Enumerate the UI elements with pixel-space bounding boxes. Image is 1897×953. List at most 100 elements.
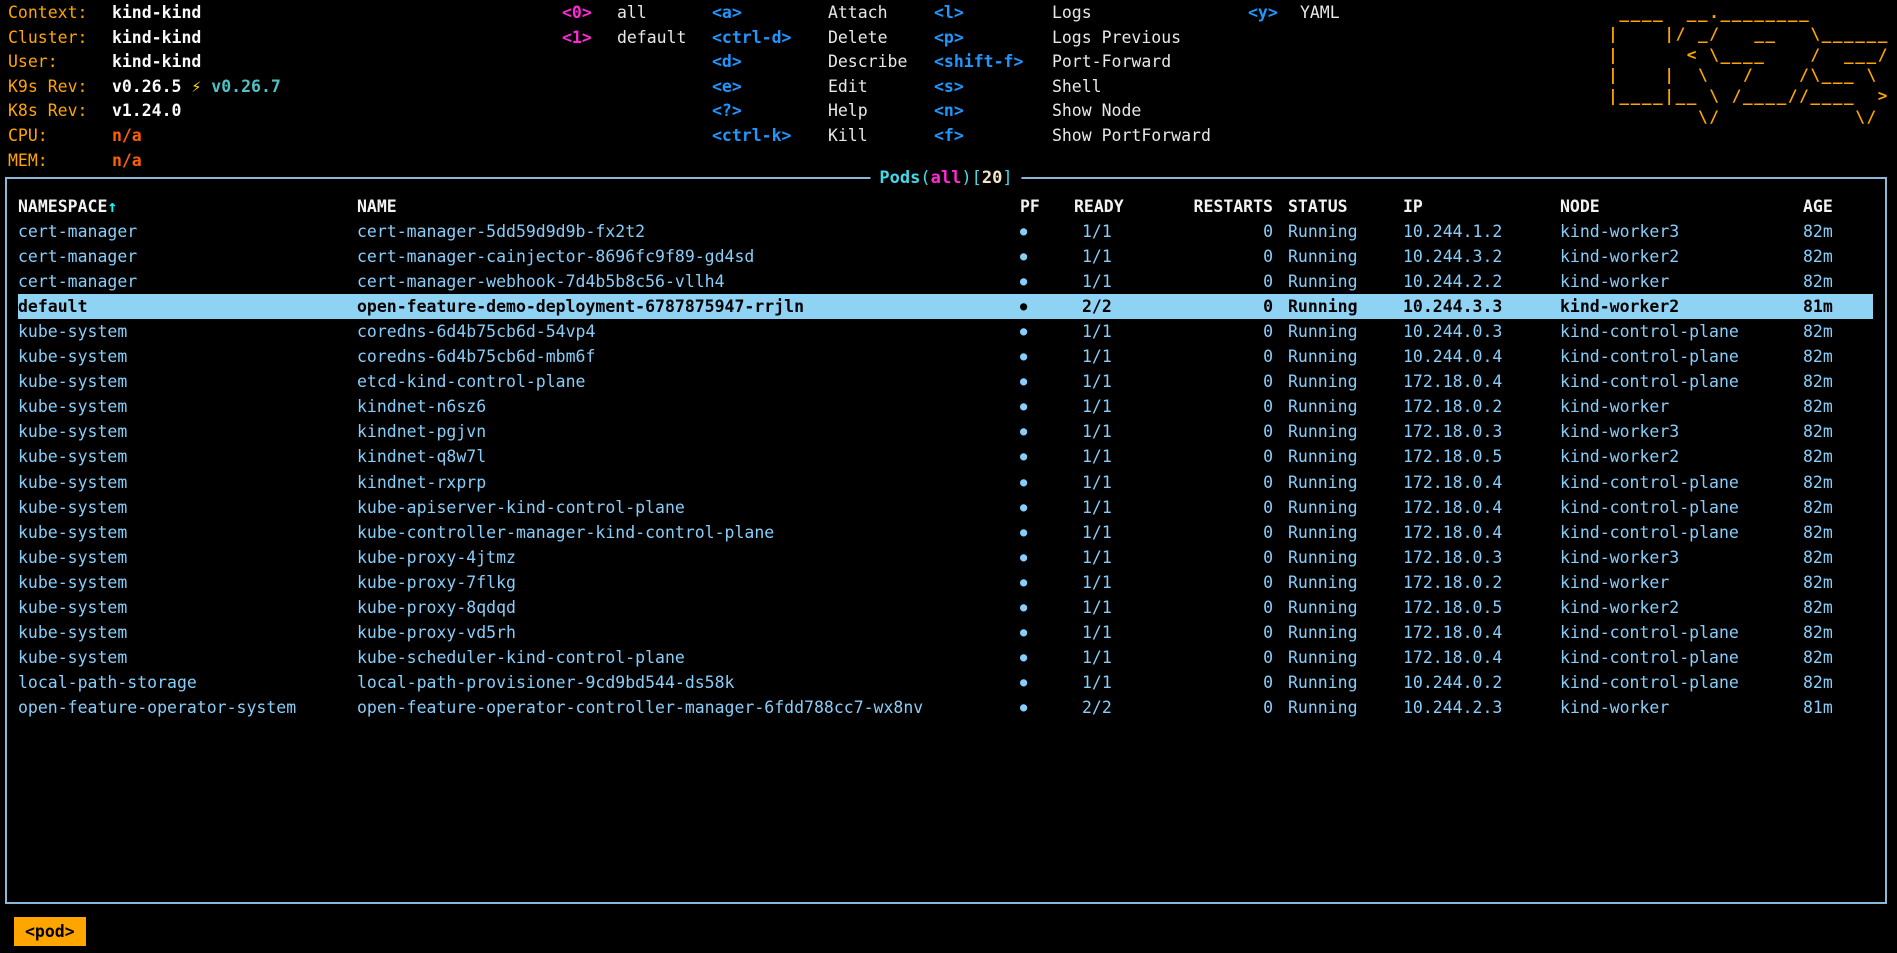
table-row[interactable]: kube-system kindnet-q8w7l ● 1/1 0 Runnin… bbox=[18, 444, 1873, 469]
cell-status: Running bbox=[1288, 272, 1358, 292]
action-hotkey-item: <ctrl-k> Kill bbox=[712, 124, 907, 149]
hotkey-label: Kill bbox=[827, 125, 868, 145]
cell-ip: 172.18.0.4 bbox=[1403, 647, 1503, 667]
port-forward-dot-icon: ● bbox=[1020, 699, 1028, 714]
table-row[interactable]: open-feature-operator-system open-featur… bbox=[18, 695, 1873, 720]
action-hotkey-item: <p> Logs Previous bbox=[934, 26, 1211, 51]
cell-ip: 172.18.0.4 bbox=[1403, 372, 1503, 392]
cell-status: Running bbox=[1288, 522, 1358, 542]
table-row[interactable]: cert-manager cert-manager-cainjector-869… bbox=[18, 244, 1873, 269]
pods-table: Pods(all)[20] NAMESPACE↑ NAME PF READY R… bbox=[5, 165, 1887, 904]
cell-restarts: 0 bbox=[1263, 522, 1273, 542]
table-row[interactable]: cert-manager cert-manager-webhook-7d4b5b… bbox=[18, 269, 1873, 294]
column-header-ip[interactable]: IP bbox=[1403, 197, 1423, 216]
table-title-bracket-close: ] bbox=[1002, 168, 1013, 188]
cell-restarts: 0 bbox=[1263, 422, 1273, 442]
cell-ready: 1/1 bbox=[1082, 372, 1112, 392]
cell-ip: 172.18.0.4 bbox=[1403, 622, 1503, 642]
cell-name: kube-proxy-vd5rh bbox=[357, 622, 516, 642]
cell-status: Running bbox=[1288, 497, 1358, 517]
cell-name: kindnet-rxprp bbox=[357, 472, 487, 492]
info-value: kind-kind bbox=[111, 3, 202, 22]
cell-name: cert-manager-5dd59d9d9b-fx2t2 bbox=[357, 222, 646, 242]
hotkey-label: Logs Previous bbox=[1051, 27, 1182, 47]
table-row[interactable]: kube-system kindnet-rxprp ● 1/1 0 Runnin… bbox=[18, 470, 1873, 495]
table-row[interactable]: kube-system kube-proxy-vd5rh ● 1/1 0 Run… bbox=[18, 620, 1873, 645]
cell-age: 82m bbox=[1803, 622, 1833, 642]
hotkey-key: <s> bbox=[934, 76, 964, 96]
hotkey-label: Show PortForward bbox=[1051, 125, 1211, 145]
breadcrumb-pod[interactable]: <pod> bbox=[14, 917, 86, 946]
column-header-pf[interactable]: PF bbox=[1020, 197, 1040, 216]
hotkey-key: <f> bbox=[934, 125, 964, 145]
cell-node: kind-worker3 bbox=[1560, 422, 1680, 442]
cell-status: Running bbox=[1288, 397, 1358, 417]
table-row[interactable]: cert-manager cert-manager-5dd59d9d9b-fx2… bbox=[18, 219, 1873, 244]
table-row[interactable]: kube-system kube-proxy-8qdqd ● 1/1 0 Run… bbox=[18, 595, 1873, 620]
table-row[interactable]: kube-system kube-proxy-7flkg ● 1/1 0 Run… bbox=[18, 570, 1873, 595]
column-header-node[interactable]: NODE bbox=[1560, 197, 1600, 216]
info-label: Cluster: bbox=[8, 27, 88, 47]
cell-age: 82m bbox=[1803, 597, 1833, 617]
table-row[interactable]: kube-system coredns-6d4b75cb6d-mbm6f ● 1… bbox=[18, 344, 1873, 369]
cell-status: Running bbox=[1288, 647, 1358, 667]
cell-ip: 10.244.2.2 bbox=[1403, 272, 1503, 292]
info-label: K9s Rev: bbox=[8, 76, 88, 96]
info-value: n/a bbox=[111, 125, 142, 145]
cell-namespace: open-feature-operator-system bbox=[18, 697, 297, 717]
hotkey-label: Help bbox=[827, 101, 868, 121]
action-hotkey-item: <?> Help bbox=[712, 99, 907, 124]
cell-restarts: 0 bbox=[1263, 597, 1273, 617]
table-title-count: 20 bbox=[981, 168, 1003, 188]
table-row[interactable]: kube-system kindnet-pgjvn ● 1/1 0 Runnin… bbox=[18, 419, 1873, 444]
cell-restarts: 0 bbox=[1263, 572, 1273, 592]
hotkey-key: <n> bbox=[934, 101, 964, 121]
column-header-namespace[interactable]: NAMESPACE↑ bbox=[18, 197, 118, 216]
table-row[interactable]: kube-system kube-controller-manager-kind… bbox=[18, 520, 1873, 545]
namespace-hotkey-item[interactable]: <1> default bbox=[562, 26, 686, 51]
cell-namespace: cert-manager bbox=[18, 272, 138, 292]
hotkey-label: all bbox=[616, 3, 647, 22]
cell-age: 82m bbox=[1803, 447, 1833, 467]
cell-ready: 1/1 bbox=[1082, 447, 1112, 467]
hotkey-key: <?> bbox=[712, 101, 742, 121]
hotkey-key: <shift-f> bbox=[934, 52, 1024, 72]
hotkey-label: Attach bbox=[827, 3, 888, 22]
column-header-restarts[interactable]: RESTARTS bbox=[1193, 197, 1273, 216]
cell-ip: 172.18.0.5 bbox=[1403, 597, 1503, 617]
cell-node: kind-worker bbox=[1560, 697, 1670, 717]
cell-restarts: 0 bbox=[1263, 347, 1273, 367]
table-row[interactable]: local-path-storage local-path-provisione… bbox=[18, 670, 1873, 695]
cell-age: 82m bbox=[1803, 322, 1833, 342]
table-row[interactable]: kube-system kube-apiserver-kind-control-… bbox=[18, 495, 1873, 520]
cell-restarts: 0 bbox=[1263, 472, 1273, 492]
cell-age: 82m bbox=[1803, 647, 1833, 667]
column-header-status[interactable]: STATUS bbox=[1288, 197, 1348, 216]
table-row[interactable]: kube-system coredns-6d4b75cb6d-54vp4 ● 1… bbox=[18, 319, 1873, 344]
cell-ip: 10.244.1.2 bbox=[1403, 222, 1503, 242]
cell-ready: 1/1 bbox=[1082, 572, 1112, 592]
cell-ip: 172.18.0.2 bbox=[1403, 397, 1503, 417]
cell-name: kindnet-q8w7l bbox=[357, 447, 487, 467]
cell-node: kind-control-plane bbox=[1560, 347, 1739, 367]
table-row[interactable]: kube-system kube-scheduler-kind-control-… bbox=[18, 645, 1873, 670]
cell-namespace: default bbox=[18, 297, 88, 317]
namespace-hotkeys: <0> all <1> default bbox=[562, 1, 686, 50]
action-hotkey-item: <f> Show PortForward bbox=[934, 124, 1211, 149]
cell-status: Running bbox=[1288, 697, 1358, 717]
column-header-age[interactable]: AGE bbox=[1803, 197, 1833, 216]
cell-status: Running bbox=[1288, 322, 1358, 342]
cell-node: kind-control-plane bbox=[1560, 497, 1739, 517]
port-forward-dot-icon: ● bbox=[1020, 624, 1028, 639]
cell-ready: 2/2 bbox=[1082, 297, 1112, 317]
column-header-name[interactable]: NAME bbox=[357, 197, 397, 216]
table-row[interactable]: default open-feature-demo-deployment-678… bbox=[18, 294, 1873, 320]
column-header-ready[interactable]: READY bbox=[1074, 197, 1124, 216]
table-row[interactable]: kube-system etcd-kind-control-plane ● 1/… bbox=[18, 369, 1873, 394]
table-row[interactable]: kube-system kube-proxy-4jtmz ● 1/1 0 Run… bbox=[18, 545, 1873, 570]
hotkey-key: <0> bbox=[562, 3, 592, 22]
cell-restarts: 0 bbox=[1263, 647, 1273, 667]
cell-age: 82m bbox=[1803, 272, 1833, 292]
table-row[interactable]: kube-system kindnet-n6sz6 ● 1/1 0 Runnin… bbox=[18, 394, 1873, 419]
namespace-hotkey-item[interactable]: <0> all bbox=[562, 1, 686, 26]
